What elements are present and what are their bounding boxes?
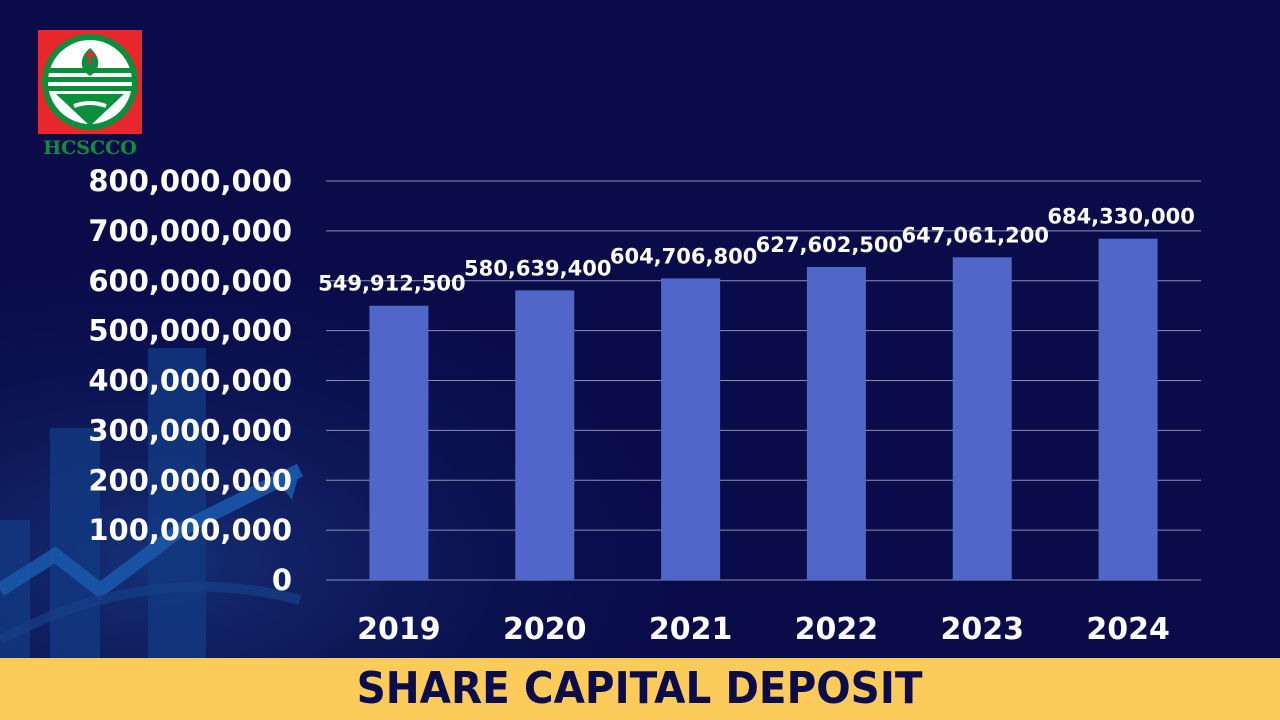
title-banner: SHARE CAPITAL DEPOSIT bbox=[0, 658, 1280, 720]
x-tick-label-2023: 2023 bbox=[941, 612, 1025, 647]
chart-title: SHARE CAPITAL DEPOSIT bbox=[357, 663, 923, 714]
y-tick-label-0: 0 bbox=[272, 563, 292, 597]
data-label-2020: 580,639,400 bbox=[464, 256, 611, 280]
y-tick-label-3: 300,000,000 bbox=[88, 413, 292, 447]
x-tick-label-2020: 2020 bbox=[503, 612, 587, 647]
data-label-2024: 684,330,000 bbox=[1047, 205, 1194, 229]
bars bbox=[369, 238, 1158, 580]
grid-lines bbox=[326, 180, 1201, 581]
y-axis-tick-labels: 0 100,000,000 200,000,000 300,000,000 400,00… bbox=[88, 164, 292, 597]
bar-2023 bbox=[952, 257, 1012, 580]
x-tick-label-2024: 2024 bbox=[1086, 612, 1170, 647]
y-tick-label-7: 700,000,000 bbox=[88, 214, 292, 248]
x-tick-label-2019: 2019 bbox=[357, 612, 441, 647]
y-tick-label-6: 600,000,000 bbox=[88, 264, 292, 298]
data-label-2023: 647,061,200 bbox=[902, 223, 1049, 247]
bar-2022 bbox=[806, 266, 866, 580]
x-tick-label-2021: 2021 bbox=[649, 612, 733, 647]
data-label-2019: 549,912,500 bbox=[318, 272, 465, 296]
data-label-2022: 627,602,500 bbox=[756, 233, 903, 257]
x-tick-label-2022: 2022 bbox=[795, 612, 879, 647]
hcscco-logo-icon: HCSCCO bbox=[38, 30, 142, 158]
bar-data-labels: 549,912,500580,639,400604,706,800627,602… bbox=[318, 205, 1195, 296]
y-tick-label-2: 200,000,000 bbox=[88, 463, 292, 497]
bar-2020 bbox=[515, 290, 575, 580]
bar-2019 bbox=[369, 305, 429, 580]
x-axis-category-labels: 2019 2020 2021 2022 2023 2024 bbox=[357, 612, 1170, 647]
bar-2021 bbox=[661, 278, 721, 580]
logo-text: HCSCCO bbox=[43, 137, 137, 158]
data-label-2021: 604,706,800 bbox=[610, 244, 757, 268]
y-tick-label-8: 800,000,000 bbox=[88, 164, 292, 198]
y-tick-label-4: 400,000,000 bbox=[88, 364, 292, 398]
y-tick-label-5: 500,000,000 bbox=[88, 314, 292, 348]
bar-2024 bbox=[1098, 238, 1158, 580]
y-tick-label-1: 100,000,000 bbox=[88, 513, 292, 547]
